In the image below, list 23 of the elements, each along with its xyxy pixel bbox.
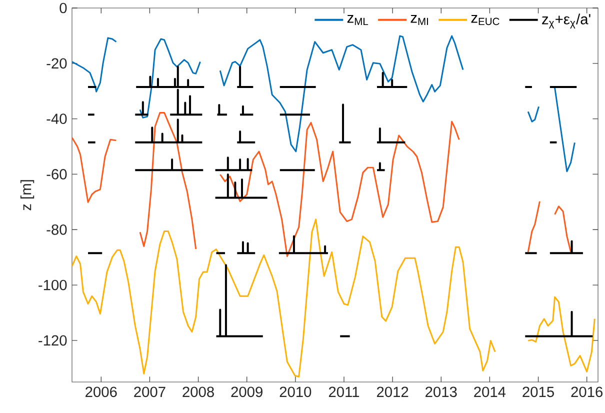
y-tick-label: -100 (38, 280, 67, 290)
x-tick-label: 2007 (134, 386, 166, 398)
x-tick-label: 2008 (182, 386, 214, 398)
y-tick-label: -60 (46, 169, 67, 180)
y-tick-label: 0 (60, 2, 67, 14)
y-axis-title: z [m] (20, 180, 34, 210)
y-tick-label: -120 (38, 335, 67, 346)
x-tick-label: 2011 (328, 386, 360, 398)
legend-label: z$_{EUC}$ (471, 15, 500, 26)
x-tick-label: 2006 (86, 386, 117, 398)
y-tick-label: -40 (46, 114, 67, 124)
legend-label: z$_{χ}$+ε$_{χ}$/a' (542, 14, 590, 29)
x-tick-label: 2015 (522, 386, 554, 398)
y-tick-label: -80 (46, 224, 67, 235)
x-tick-label: 2013 (426, 386, 457, 398)
x-tick-label: 2014 (474, 386, 506, 398)
x-tick-label: 2010 (280, 386, 312, 398)
x-tick-label: 2012 (376, 386, 408, 398)
legend-label: z$_{MI}$ (410, 15, 428, 25)
y-tick-label: -20 (46, 58, 67, 69)
x-tick-label: 2009 (231, 386, 262, 398)
series-label: z$_{ML}$ (347, 15, 368, 25)
x-tick-label: 2016 (571, 386, 602, 398)
